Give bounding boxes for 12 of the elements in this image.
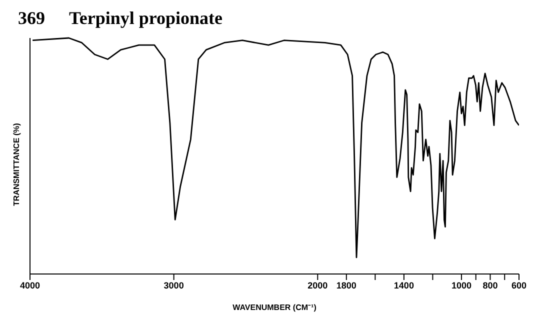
- y-axis-title: TRANSMITTANCE (%): [12, 122, 21, 206]
- x-axis-title: WAVENUMBER (CM⁻¹): [232, 303, 317, 312]
- x-tick-label: 1800: [336, 280, 356, 290]
- x-tick-label: 600: [511, 280, 527, 290]
- x-tick-label: 2000: [308, 280, 328, 290]
- x-tick-label: 1000: [451, 280, 472, 290]
- x-tick-label: 4000: [20, 280, 40, 290]
- x-tick-label: 3000: [164, 280, 184, 290]
- x-tick-label: 800: [482, 280, 498, 290]
- x-tick-label: 1400: [394, 280, 414, 290]
- text: 369: [18, 8, 45, 28]
- chart-title: Terpinyl propionate: [69, 8, 223, 28]
